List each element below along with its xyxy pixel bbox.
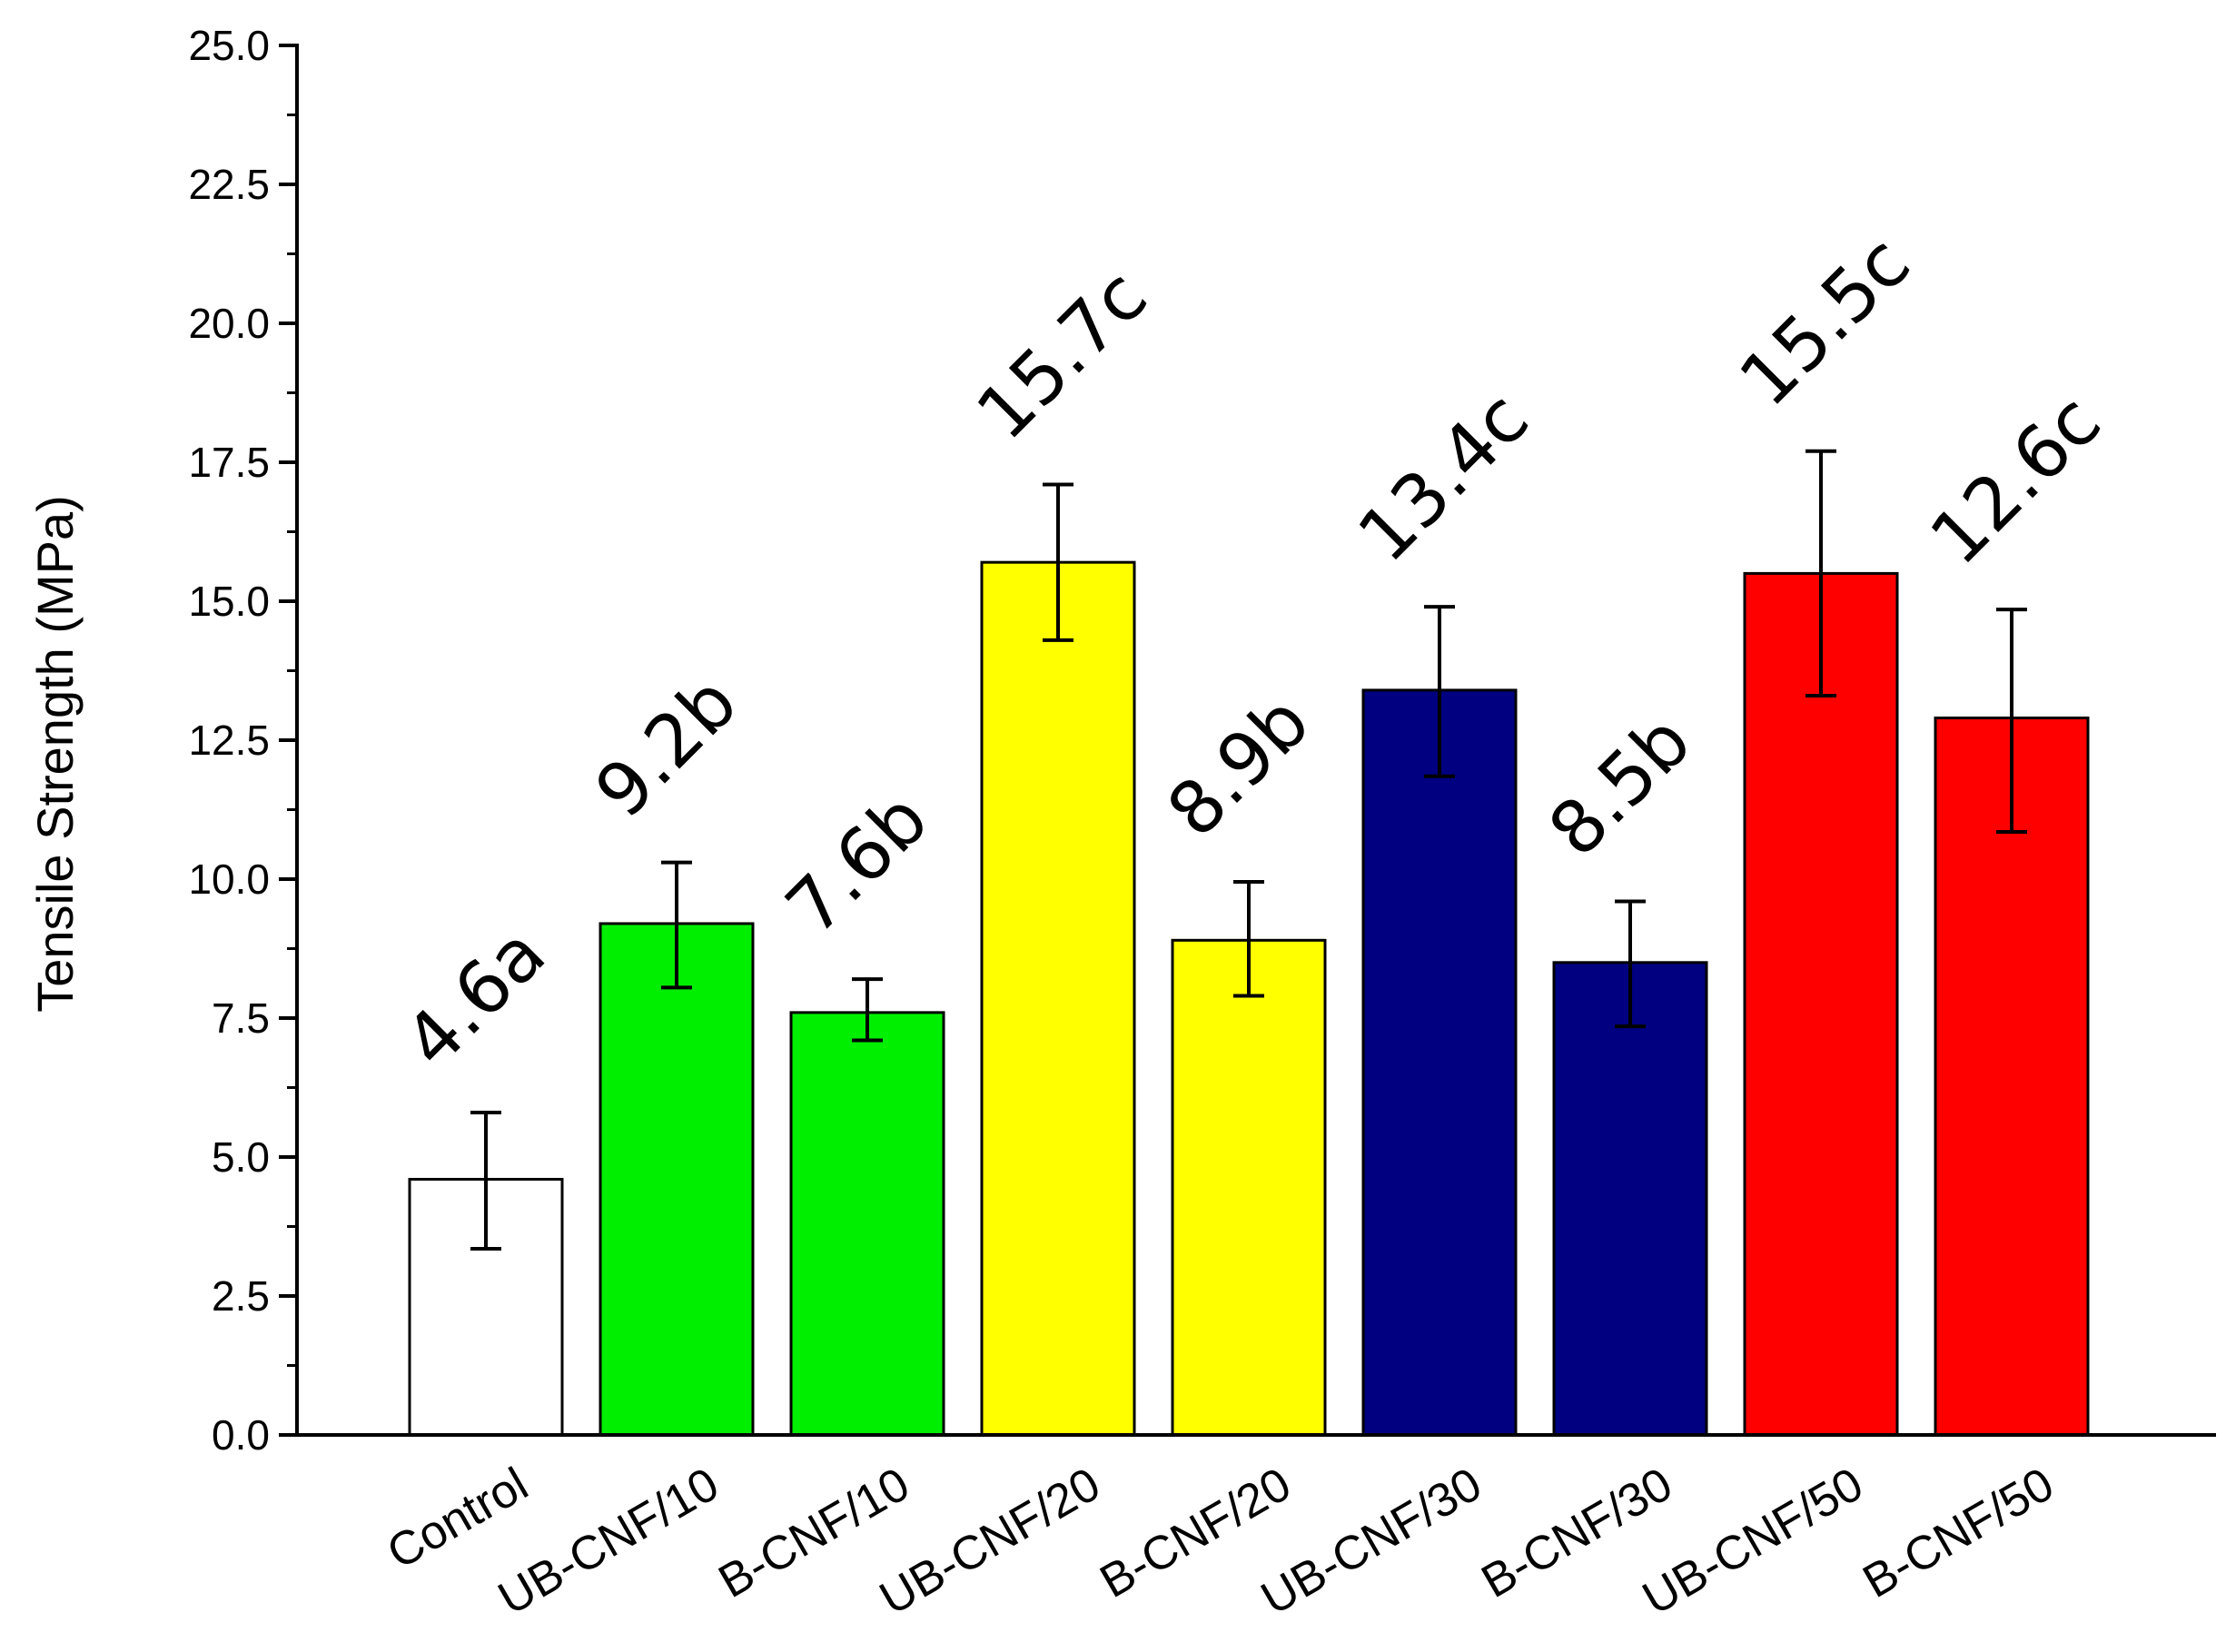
- y-axis-title: Tensile Strength (MPa): [26, 495, 84, 1013]
- y-tick-label: 2.5: [212, 1272, 270, 1320]
- y-tick-label: 17.5: [188, 439, 270, 486]
- x-tick-label: B-CNF/50: [1855, 1458, 2063, 1608]
- x-tick-label: Control: [379, 1458, 537, 1579]
- data-label: 8.5b: [1533, 698, 1707, 873]
- error-bar: [1996, 608, 2027, 834]
- data-label: 8.9b: [1152, 679, 1326, 854]
- data-label: 7.6b: [770, 777, 945, 951]
- y-tick-label: 0.0: [212, 1411, 270, 1459]
- x-tick-label: UB-CNF/20: [871, 1458, 1109, 1626]
- bar-b-cnf-30: [1552, 961, 1708, 1437]
- error-bar: [1424, 605, 1455, 778]
- bar-ub-cnf-10: [599, 922, 755, 1437]
- error-bar: [470, 1111, 501, 1251]
- error-bars-layer: [470, 449, 2027, 1251]
- y-tick-label: 10.0: [188, 856, 270, 903]
- error-bar: [1615, 899, 1646, 1029]
- error-bar: [1233, 880, 1264, 998]
- data-label: 15.5c: [1724, 220, 1926, 422]
- x-categories-layer: ControlUB-CNF/10B-CNF/10UB-CNF/20B-CNF/2…: [379, 1458, 2063, 1626]
- y-tick-label: 7.5: [212, 994, 270, 1042]
- bar-ub-cnf-20: [980, 560, 1136, 1437]
- error-bar: [1043, 482, 1073, 642]
- y-tick-label: 25.0: [188, 22, 270, 69]
- y-tick-label: 12.5: [188, 717, 270, 764]
- y-tick-label: 20.0: [188, 300, 270, 347]
- y-ticks-layer: 0.0 2.5 5.0 7.5 10.0 12.5 15.0 17.5 20.0 22.5 25.0: [188, 22, 297, 1459]
- bar-ub-cnf-50: [1743, 571, 1899, 1437]
- error-bar: [661, 860, 692, 990]
- bar-b-cnf-10: [789, 1011, 945, 1437]
- error-bar: [1806, 449, 1836, 698]
- y-tick-label: 15.0: [188, 578, 270, 625]
- bars-layer: [408, 560, 2090, 1437]
- data-label: 9.2b: [579, 659, 754, 834]
- y-tick-label: 22.5: [188, 161, 270, 208]
- x-tick-label: UB-CNF/50: [1634, 1458, 1872, 1626]
- y-tick-label: 5.0: [212, 1133, 270, 1181]
- bar-ub-cnf-30: [1361, 688, 1518, 1437]
- data-label: 15.7c: [961, 253, 1163, 456]
- error-bar: [852, 977, 883, 1043]
- data-label: 13.4c: [1342, 376, 1545, 579]
- data-label: 4.6a: [389, 911, 561, 1083]
- x-tick-label: UB-CNF/30: [1252, 1458, 1490, 1626]
- data-label: 12.6c: [1914, 379, 2117, 581]
- x-tick-label: UB-CNF/10: [490, 1458, 727, 1626]
- bar-b-cnf-20: [1171, 938, 1327, 1437]
